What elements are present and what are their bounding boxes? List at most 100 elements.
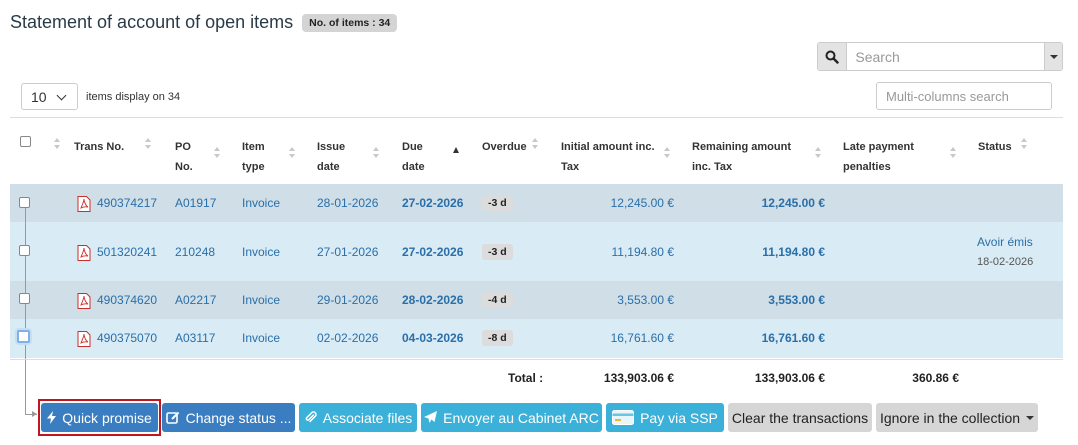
row-checkbox-focused[interactable] bbox=[17, 330, 30, 343]
overdue-badge: -3 d bbox=[482, 244, 513, 260]
due-date: 04-03-2026 bbox=[402, 331, 464, 345]
sort-late-penalties-icon[interactable] bbox=[950, 147, 958, 161]
overdue-badge: -8 d bbox=[482, 330, 513, 346]
sort-po-no-icon[interactable] bbox=[214, 147, 222, 161]
quick-promise-button[interactable]: Quick promise bbox=[41, 403, 158, 432]
sort-overdue-icon[interactable] bbox=[532, 138, 540, 152]
col-late-penalties[interactable]: Late payment penalties bbox=[843, 141, 914, 173]
item-type: Invoice bbox=[242, 245, 281, 259]
total-initial-amount: 133,903.06 € bbox=[603, 371, 674, 385]
paper-plane-icon bbox=[424, 411, 438, 423]
footer-divider bbox=[10, 359, 1063, 360]
select-all-checkbox[interactable] bbox=[20, 136, 31, 147]
total-late-penalties: 360.86 € bbox=[912, 371, 959, 385]
due-date: 27-02-2026 bbox=[402, 245, 464, 259]
total-remaining-amount: 133,903.06 € bbox=[754, 371, 825, 385]
col-po-no[interactable]: PO No. bbox=[175, 141, 193, 173]
page-length-value: 10 bbox=[31, 88, 47, 105]
issue-date: 02-02-2026 bbox=[317, 331, 379, 345]
row-checkbox[interactable] bbox=[19, 293, 30, 304]
trans-no-link[interactable]: 490375070 bbox=[97, 331, 158, 345]
issue-date: 27-01-2026 bbox=[317, 245, 379, 259]
pay-via-ssp-button[interactable]: Pay via SSP bbox=[606, 403, 724, 432]
table-row[interactable] bbox=[10, 281, 1063, 319]
sort-remaining-amount-icon[interactable] bbox=[815, 147, 823, 161]
search-button[interactable] bbox=[818, 43, 848, 70]
issue-date: 28-01-2026 bbox=[317, 196, 379, 210]
col-remaining-amount[interactable]: Remaining amount inc. Tax bbox=[692, 141, 792, 173]
associate-files-button[interactable]: Associate files bbox=[299, 403, 417, 432]
status-link[interactable]: Avoir émis bbox=[977, 235, 1033, 249]
bolt-icon bbox=[47, 411, 57, 424]
search-box bbox=[817, 42, 1063, 71]
envoyer-cabinet-button[interactable]: Envoyer au Cabinet ARC bbox=[421, 403, 602, 432]
search-icon bbox=[825, 50, 839, 64]
selection-tree-line-horizontal bbox=[25, 414, 37, 415]
sort-trans-no-icon[interactable] bbox=[145, 138, 153, 152]
col-trans-no[interactable]: Trans No. bbox=[74, 141, 125, 153]
col-status[interactable]: Status bbox=[978, 141, 1012, 153]
trans-no-link[interactable]: 490374217 bbox=[97, 196, 158, 210]
col-issue-date[interactable]: Issue date bbox=[317, 141, 346, 173]
caret-down-icon bbox=[1026, 415, 1035, 420]
pay-via-ssp-label: Pay via SSP bbox=[640, 409, 718, 426]
sort-item-type-icon[interactable] bbox=[289, 147, 297, 161]
quick-promise-label: Quick promise bbox=[62, 409, 152, 426]
envoyer-cabinet-label: Envoyer au Cabinet ARC bbox=[443, 409, 599, 426]
search-input[interactable] bbox=[847, 43, 1045, 70]
col-item-type[interactable]: Item type bbox=[242, 141, 265, 173]
page-length-select[interactable]: 10 bbox=[21, 83, 78, 110]
associate-files-label: Associate files bbox=[322, 409, 413, 426]
paperclip-icon bbox=[305, 411, 317, 423]
multi-column-search-input[interactable] bbox=[876, 82, 1052, 110]
total-label: Total : bbox=[508, 371, 544, 385]
pdf-icon[interactable] bbox=[77, 293, 91, 309]
po-no: 210248 bbox=[175, 245, 216, 259]
row-checkbox[interactable] bbox=[19, 245, 30, 256]
table-row[interactable] bbox=[10, 222, 1063, 281]
sort-status-icon[interactable] bbox=[1021, 138, 1029, 152]
sort-due-date-active-icon[interactable] bbox=[453, 143, 461, 157]
change-status-label: Change status ... bbox=[185, 409, 292, 426]
initial-amount: 16,761.60 € bbox=[610, 331, 674, 345]
page-length-label: items display on 34 bbox=[86, 91, 181, 103]
change-status-button[interactable]: Change status ... bbox=[162, 403, 295, 432]
initial-amount: 12,245.00 € bbox=[610, 196, 674, 210]
po-no: A01917 bbox=[175, 196, 217, 210]
remaining-amount: 12,245.00 € bbox=[761, 196, 825, 210]
trans-no-link[interactable]: 490374620 bbox=[97, 293, 158, 307]
credit-card-icon bbox=[612, 410, 635, 425]
issue-date: 29-01-2026 bbox=[317, 293, 379, 307]
ignore-collection-dropdown[interactable]: Ignore in the collection bbox=[876, 403, 1038, 432]
edit-icon bbox=[165, 411, 179, 424]
pdf-icon[interactable] bbox=[77, 196, 91, 212]
overdue-badge: -4 d bbox=[482, 292, 513, 308]
col-overdue[interactable]: Overdue bbox=[482, 141, 527, 153]
sort-initial-amount-icon[interactable] bbox=[664, 147, 672, 161]
trans-no-link[interactable]: 501320241 bbox=[97, 245, 158, 259]
sort-issue-date-icon[interactable] bbox=[373, 147, 381, 161]
quick-promise-highlight bbox=[38, 399, 161, 436]
clear-transactions-label: Clear the transactions bbox=[731, 409, 869, 426]
overdue-badge: -3 d bbox=[482, 195, 513, 211]
table-row[interactable] bbox=[10, 319, 1063, 358]
po-no: A03117 bbox=[175, 331, 216, 345]
table-row[interactable] bbox=[10, 184, 1063, 222]
selection-arrow-icon bbox=[32, 411, 37, 417]
pdf-icon[interactable] bbox=[77, 331, 91, 347]
row-checkbox[interactable] bbox=[19, 197, 30, 208]
page-title: Statement of account of open items bbox=[10, 12, 294, 32]
remaining-amount: 16,761.60 € bbox=[761, 331, 825, 345]
pdf-icon[interactable] bbox=[77, 245, 91, 261]
title-row: Statement of account of open items No. o… bbox=[10, 12, 398, 33]
sort-select-icon[interactable] bbox=[54, 138, 62, 152]
ignore-collection-label: Ignore in the collection bbox=[879, 409, 1021, 426]
col-due-date[interactable]: Due date bbox=[402, 141, 425, 173]
initial-amount: 3,553.00 € bbox=[617, 293, 674, 307]
col-initial-amount[interactable]: Initial amount inc. Tax bbox=[561, 141, 655, 173]
status-date: 18-02-2026 bbox=[977, 256, 1034, 268]
clear-transactions-button[interactable]: Clear the transactions bbox=[728, 403, 872, 432]
header-divider bbox=[10, 117, 1063, 118]
search-options-dropdown[interactable] bbox=[1044, 43, 1062, 70]
due-date: 27-02-2026 bbox=[402, 196, 464, 210]
